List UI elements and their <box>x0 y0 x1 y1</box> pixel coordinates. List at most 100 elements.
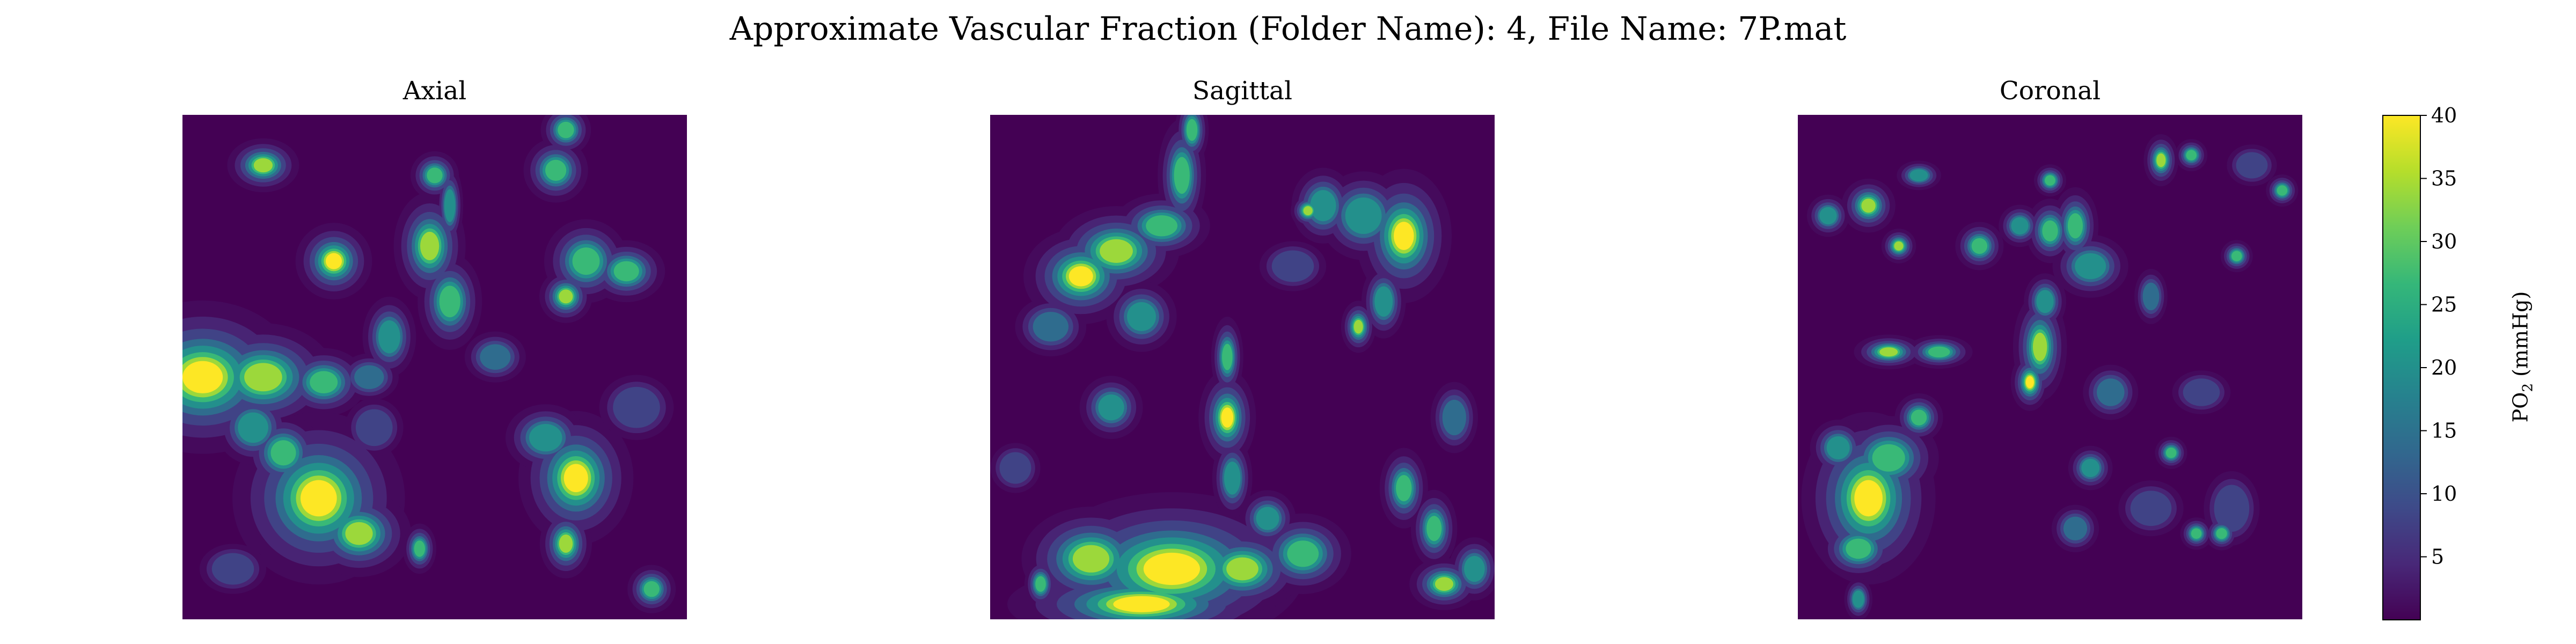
po2-blob <box>1846 538 1871 559</box>
po2-blob <box>427 167 443 184</box>
colorbar-tick-label: 25 <box>2431 293 2457 317</box>
po2-blob <box>2165 447 2177 458</box>
po2-blob <box>1911 409 1927 426</box>
po2-blob <box>1256 507 1279 530</box>
po2-blob <box>1426 516 1442 541</box>
po2-blob <box>1928 346 1950 357</box>
po2-blob <box>1186 119 1198 141</box>
po2-blob <box>1435 577 1454 591</box>
po2-blob <box>325 253 342 269</box>
po2-blob <box>1353 320 1363 334</box>
po2-blob <box>1224 462 1241 495</box>
colorbar-label: PO2 (mmHg) <box>2508 291 2536 423</box>
po2-blob <box>2025 376 2034 389</box>
po2-blob <box>613 261 639 282</box>
po2-blob <box>2011 217 2029 235</box>
po2-blob <box>182 361 223 393</box>
po2-blob <box>1146 215 1178 237</box>
po2-blob <box>253 158 273 173</box>
colorbar: 5 10 15 20 25 30 35 40 <box>2382 104 2457 620</box>
po2-blob <box>613 386 660 428</box>
po2-blob <box>1174 157 1190 194</box>
po2-blob <box>1872 444 1905 472</box>
po2-blob <box>2032 332 2047 361</box>
po2-blob <box>2186 150 2197 161</box>
po2-blob <box>1221 343 1233 370</box>
po2-blob <box>2045 175 2055 186</box>
po2-blob <box>2231 251 2242 262</box>
po2-blob <box>1909 169 1928 182</box>
po2-blob <box>1396 475 1412 502</box>
po2-blob <box>1033 312 1069 342</box>
colorbar-tick-label: 35 <box>2431 167 2457 191</box>
po2-blob <box>1853 590 1864 608</box>
po2-blob <box>1394 222 1414 250</box>
colorbar-tick-label: 20 <box>2431 356 2457 379</box>
po2-blob <box>1271 250 1314 282</box>
po2-blob <box>558 121 574 138</box>
colorbar-tick-label: 10 <box>2431 482 2457 506</box>
figure-title: Approximate Vascular Fraction (Folder Na… <box>729 10 1847 48</box>
colorbar-tick-label: 15 <box>2431 419 2457 443</box>
po2-blob <box>2130 491 2172 526</box>
panel-title-coronal: Coronal <box>1999 76 2101 106</box>
po2-blob <box>420 231 440 260</box>
po2-blob <box>564 464 588 493</box>
po2-blob <box>529 423 562 452</box>
po2-blob <box>345 522 373 545</box>
po2-blob <box>1464 555 1485 582</box>
po2-blob <box>310 371 338 393</box>
po2-blob <box>1035 576 1046 592</box>
po2-blob <box>1879 347 1898 357</box>
po2-blob <box>1226 557 1258 581</box>
po2-blob <box>1098 394 1124 421</box>
po2-blob <box>1221 407 1234 428</box>
po2-blob <box>244 363 282 392</box>
po2-blob <box>444 189 456 222</box>
po2-blob <box>1442 399 1466 436</box>
po2-blob <box>439 286 460 318</box>
po2-blob <box>2214 485 2250 532</box>
heatmap-axial-svg <box>182 115 687 619</box>
po2-blob <box>1113 596 1170 612</box>
po2-blob <box>2156 153 2166 167</box>
panel-title-sagittal: Sagittal <box>1192 76 1293 106</box>
po2-blob <box>1971 238 1988 254</box>
po2-blob <box>559 534 573 553</box>
po2-blob <box>270 440 296 466</box>
panel-title-axial: Axial <box>402 76 467 106</box>
po2-blob <box>2236 152 2268 179</box>
po2-blob <box>1826 436 1850 459</box>
po2-blob <box>643 581 660 597</box>
heatmap-coronal-svg <box>1798 115 2302 619</box>
po2-blob <box>480 344 511 370</box>
heatmap-axial <box>182 115 687 619</box>
po2-blob <box>211 553 254 585</box>
po2-blob <box>300 480 337 517</box>
colorbar-tick-label: 40 <box>2431 104 2457 127</box>
po2-blob <box>1861 198 1876 213</box>
po2-blob <box>1143 552 1201 586</box>
heatmap-sagittal-svg <box>990 115 1495 619</box>
po2-blob <box>1100 239 1133 263</box>
po2-blob <box>2063 516 2088 540</box>
po2-blob <box>2036 290 2054 313</box>
po2-blob <box>1072 545 1110 573</box>
po2-blob <box>1894 241 1904 251</box>
po2-blob <box>1374 286 1393 317</box>
po2-blob <box>2067 213 2083 239</box>
po2-blob <box>1854 480 1883 517</box>
po2-blob <box>1287 540 1319 567</box>
heatmap-coronal <box>1798 115 2302 619</box>
po2-blob <box>2183 378 2220 406</box>
po2-blob <box>2277 185 2288 196</box>
po2-blob <box>1127 302 1156 331</box>
heatmap-sagittal <box>990 115 1495 619</box>
po2-blob <box>2097 378 2125 406</box>
po2-blob <box>2081 459 2100 477</box>
colorbar-tick-label: 30 <box>2431 230 2457 253</box>
po2-blob <box>2075 253 2106 280</box>
po2-blob <box>354 365 384 389</box>
po2-blob <box>1819 207 1837 225</box>
po2-blob <box>378 320 400 354</box>
